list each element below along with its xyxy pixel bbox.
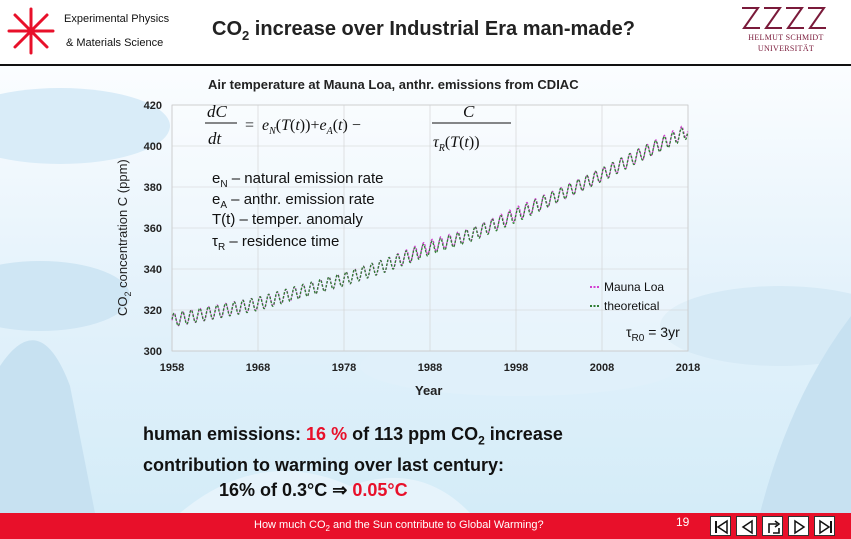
x-tick-label: 2008 (590, 362, 614, 374)
header-divider (0, 64, 851, 66)
x-axis-label: Year (415, 383, 442, 398)
slide-header: Experimental Physics & Materials Science… (0, 0, 851, 66)
last-slide-icon (819, 519, 832, 535)
grid-lines (171, 104, 689, 352)
warming-result-line: 16% of 0.3°C ⇒ 0.05°C (219, 480, 408, 500)
y-tick-label: 320 (144, 305, 162, 317)
nav-next-button[interactable] (788, 516, 809, 536)
x-tick-label: 2018 (676, 362, 700, 374)
university-name-line2: UNIVERSITÄT (757, 44, 815, 53)
sky-background (0, 66, 851, 513)
chart-title: Air temperature at Mauna Loa, anthr. emi… (208, 77, 579, 92)
equation: dC dt = eN(T(t))+eA(t) − C τR(T(t)) (205, 102, 511, 154)
x-tick-label: 1958 (160, 362, 184, 374)
footer-bar (0, 513, 851, 539)
series-lines (171, 125, 689, 327)
next-slide-icon (794, 519, 806, 535)
x-tick-labels: 1958 1968 1978 1988 1998 2008 2018 (160, 362, 700, 374)
y-tick-label: 420 (144, 100, 162, 112)
y-tick-label: 360 (144, 223, 162, 235)
svg-text:=: = (245, 117, 254, 134)
x-tick-label: 1968 (246, 362, 270, 374)
chart-legend: Mauna Loa theoretical (590, 280, 664, 313)
svg-text:τR(T(t)): τR(T(t)) (433, 134, 480, 154)
legend-item-theoretical: theoretical (604, 299, 659, 313)
definitions: eN – natural emission rate eA – anthr. e… (212, 170, 384, 253)
x-tick-label: 1998 (504, 362, 528, 374)
footer-title: How much CO2 and the Sun contribute to G… (254, 519, 544, 534)
nav-last-button[interactable] (814, 516, 835, 536)
y-tick-labels: 300 320 340 360 380 400 420 (144, 100, 162, 358)
department-line1: Experimental Physics (64, 13, 170, 25)
university-name-line1: HELMUT SCHMIDT (748, 33, 824, 42)
previous-slide-icon (741, 519, 753, 535)
human-emissions-line: human emissions: 16 % of 113 ppm CO2 inc… (143, 424, 563, 448)
y-axis-label: CO2 concentration C (ppm) (115, 159, 133, 316)
legend-item-mauna-loa: Mauna Loa (604, 280, 664, 294)
svg-text:dt: dt (208, 129, 223, 148)
x-tick-label: 1978 (332, 362, 356, 374)
return-icon (768, 520, 781, 534)
university-logo-icon (742, 7, 826, 29)
y-tick-label: 380 (144, 182, 162, 194)
nav-prev-button[interactable] (736, 516, 757, 536)
svg-text:C: C (463, 102, 475, 121)
svg-text:eN – natural emission rate: eN – natural emission rate (212, 170, 384, 190)
series-line-theoretical (171, 127, 689, 327)
y-tick-label: 340 (144, 264, 162, 276)
svg-text:dC: dC (207, 102, 228, 121)
implies-arrow-icon: ⇒ (332, 480, 348, 500)
nav-return-button[interactable] (762, 516, 783, 536)
first-slide-icon (715, 519, 728, 535)
star-logo-icon (7, 7, 55, 55)
page-number: 19 (676, 515, 690, 529)
tau-annotation: τR0 = 3yr (626, 324, 680, 344)
co2-chart: Air temperature at Mauna Loa, anthr. emi… (115, 77, 700, 398)
department-line2: & Materials Science (66, 37, 164, 49)
y-tick-label: 400 (144, 141, 162, 153)
svg-text:eA – anthr. emission rate: eA – anthr. emission rate (212, 191, 375, 211)
y-tick-label: 300 (144, 346, 162, 358)
svg-text:T(t) – temper. anomaly: T(t) – temper. anomaly (212, 211, 363, 228)
svg-text:eN(T(t))+eA(t) −: eN(T(t))+eA(t) − (262, 117, 361, 137)
nav-first-button[interactable] (710, 516, 731, 536)
x-tick-label: 1988 (418, 362, 442, 374)
svg-text:τR – residence time: τR – residence time (212, 233, 339, 253)
warming-contribution-line: contribution to warming over last centur… (143, 455, 505, 475)
slide-title: CO2 increase over Industrial Era man-mad… (212, 18, 635, 43)
